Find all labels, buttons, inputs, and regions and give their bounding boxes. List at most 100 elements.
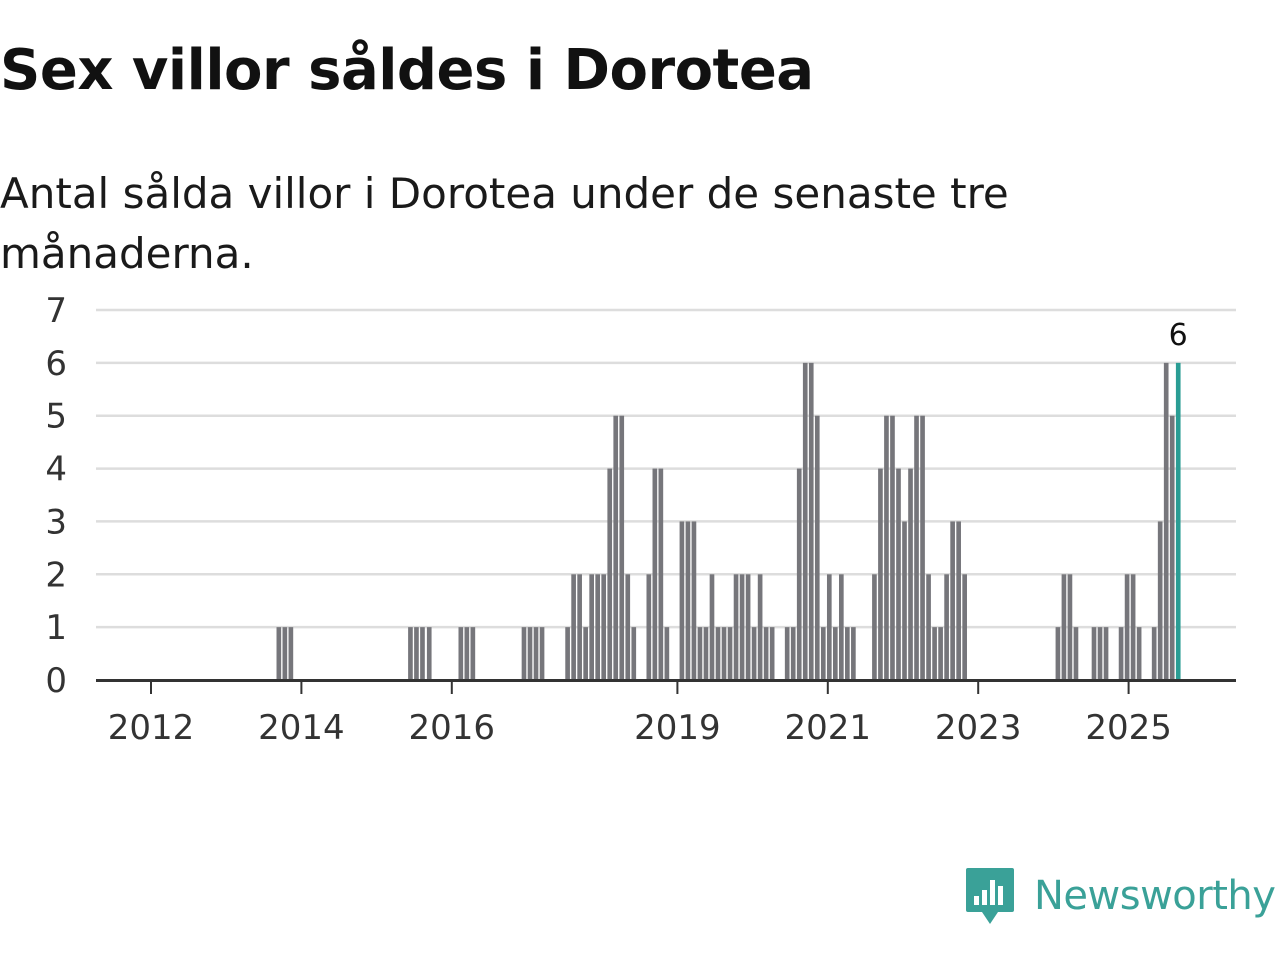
bar	[1073, 627, 1079, 680]
bar	[288, 627, 294, 680]
bar	[691, 521, 697, 680]
bar	[646, 574, 652, 680]
bar	[282, 627, 288, 680]
bar	[820, 627, 826, 680]
bar	[589, 574, 594, 680]
bar	[631, 627, 637, 680]
bar	[944, 574, 949, 680]
bar	[1097, 627, 1103, 680]
bar	[1091, 627, 1097, 680]
bar	[533, 627, 539, 680]
chart-title: Sex villor såldes i Dorotea	[0, 38, 814, 103]
highlight-value-label: 6	[1169, 318, 1188, 353]
bar	[790, 627, 796, 680]
bar	[1124, 574, 1130, 680]
bar	[607, 468, 613, 680]
x-tick-label: 2012	[108, 708, 195, 748]
bar	[932, 627, 937, 680]
bar	[826, 574, 832, 680]
bar	[1130, 574, 1136, 680]
bar	[745, 574, 751, 680]
newsworthy-logo-icon	[966, 868, 1014, 924]
bar	[1136, 627, 1142, 680]
bar	[521, 627, 527, 680]
bar	[703, 627, 709, 680]
bar	[914, 415, 919, 680]
y-tick-label: 3	[45, 502, 67, 542]
bar	[715, 627, 721, 680]
y-tick-label: 2	[45, 555, 67, 595]
x-tick-label: 2021	[785, 708, 872, 748]
bar	[757, 574, 763, 680]
brand-logo: Newsworthy	[964, 866, 1276, 926]
bar	[685, 521, 691, 680]
y-tick-label: 4	[45, 450, 67, 490]
bar	[426, 627, 432, 680]
bar	[1169, 415, 1175, 680]
bar	[625, 574, 631, 680]
highlight-bar	[1175, 362, 1181, 680]
bar	[808, 362, 814, 680]
bar	[565, 627, 570, 680]
bar	[601, 574, 607, 680]
bar	[1067, 574, 1073, 680]
bar	[784, 627, 790, 680]
bar	[464, 627, 470, 680]
labels: 0 1 2 3 4 5 6 7 6 2012 2014 2016 2019 2021 2023 2025	[45, 291, 1187, 748]
y-tick-label: 5	[45, 397, 67, 437]
bar	[539, 627, 545, 680]
x-tick-label: 2025	[1085, 708, 1172, 748]
bar	[658, 468, 664, 680]
bar	[276, 627, 282, 680]
y-tick-label: 1	[45, 608, 67, 648]
bar	[763, 627, 769, 680]
x-tick-label: 2019	[634, 708, 721, 748]
bar	[962, 574, 967, 680]
gridlines	[96, 308, 1236, 629]
bar	[727, 627, 733, 680]
bar	[796, 468, 802, 680]
bar	[751, 627, 757, 680]
bar	[721, 627, 727, 680]
bar	[802, 362, 808, 680]
bar	[595, 574, 601, 680]
bar	[1055, 627, 1061, 680]
bar	[470, 627, 476, 680]
y-tick-label: 0	[45, 661, 67, 701]
bar	[414, 627, 419, 680]
bar	[832, 627, 838, 680]
bar	[613, 415, 619, 680]
brand-name: Newsworthy	[1034, 873, 1276, 919]
bar	[845, 627, 850, 680]
bar	[664, 627, 670, 680]
bar	[1061, 574, 1067, 680]
bar	[890, 415, 895, 680]
x-tick-label: 2016	[409, 708, 496, 748]
bar	[920, 415, 925, 680]
bars	[276, 362, 1181, 680]
axes	[96, 679, 1236, 694]
bar	[679, 521, 685, 680]
bar	[878, 468, 883, 680]
bar	[872, 574, 877, 680]
bar	[697, 627, 703, 680]
bar	[839, 574, 844, 680]
bar	[938, 627, 943, 680]
x-tick-label: 2014	[258, 708, 345, 748]
bar	[814, 415, 820, 680]
bar	[926, 574, 931, 680]
bar	[527, 627, 533, 680]
chart-subtitle: Antal sålda villor i Dorotea under de se…	[0, 169, 1009, 278]
bar	[733, 574, 739, 680]
bar	[896, 468, 901, 680]
bar	[908, 468, 913, 680]
bar	[1118, 627, 1124, 680]
x-tick-label: 2023	[935, 708, 1022, 748]
bar	[884, 415, 889, 680]
y-tick-label: 7	[45, 291, 67, 331]
bar	[1103, 627, 1109, 680]
bar	[739, 574, 745, 680]
bar	[619, 415, 625, 680]
bar	[652, 468, 658, 680]
